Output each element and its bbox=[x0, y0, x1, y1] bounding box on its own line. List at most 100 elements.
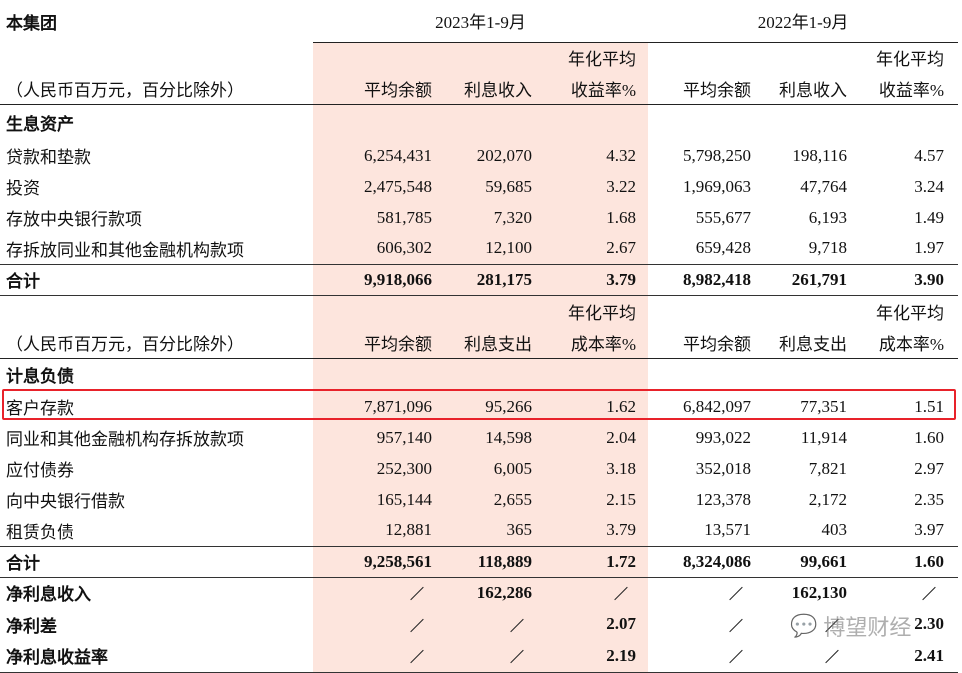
cell bbox=[313, 608, 440, 640]
cell: 1.72 bbox=[540, 546, 649, 578]
cell: 平均余额 bbox=[313, 327, 440, 359]
cell: 1.49 bbox=[914, 207, 945, 227]
cell: 9,718 bbox=[755, 233, 856, 265]
cell: 平均余额 bbox=[648, 73, 756, 105]
row-label: 应付债券 bbox=[6, 461, 74, 480]
cell: 1.60 bbox=[914, 427, 945, 447]
row-label: 投资 bbox=[6, 179, 40, 198]
cell: 1,969,063 bbox=[683, 176, 752, 196]
row-label: 合计 bbox=[0, 546, 313, 578]
cell bbox=[440, 640, 540, 673]
table-row: 应付债券 252,300 6,005 3.18 352,018 7,821 2.97 bbox=[0, 453, 958, 484]
table-row: 贷款和垫款 6,254,431 202,070 4.32 5,798,250 198,11… bbox=[0, 140, 958, 171]
cell: 1.97 bbox=[855, 233, 959, 265]
cell: 2.41 bbox=[855, 640, 959, 673]
cell: 659,428 bbox=[648, 233, 756, 265]
cell: 99,661 bbox=[755, 546, 856, 578]
cell bbox=[313, 640, 440, 673]
row-label: 客户存款 bbox=[6, 399, 74, 418]
cell: 2,475,548 bbox=[313, 171, 440, 202]
cell bbox=[755, 42, 855, 73]
not-applicable-slash bbox=[410, 587, 424, 601]
cell: 4.32 bbox=[540, 140, 649, 171]
cell: 2,172 bbox=[808, 489, 848, 509]
row-label: 存放中央银行款项 bbox=[6, 210, 142, 229]
not-applicable-slash bbox=[510, 618, 524, 632]
row-label: 净利息收益率 bbox=[0, 640, 313, 673]
cell: 1.68 bbox=[540, 202, 649, 233]
cell: 3.79 bbox=[540, 264, 649, 296]
cell bbox=[648, 295, 755, 327]
cell: 2,655 bbox=[440, 484, 540, 515]
cell bbox=[648, 608, 755, 640]
row-label: 合计 bbox=[0, 264, 313, 296]
cell: 165,144 bbox=[313, 484, 440, 515]
cell bbox=[755, 358, 855, 391]
cell: 606,302 bbox=[313, 233, 440, 265]
period-2022: 2022年1-9月 bbox=[648, 0, 959, 43]
not-applicable-slash bbox=[922, 587, 936, 601]
cell: 5,798,250 bbox=[683, 145, 752, 165]
cell: 202,070 bbox=[440, 140, 540, 171]
cell: 年化平均 bbox=[876, 303, 945, 323]
cell: 365 bbox=[440, 515, 540, 547]
cell bbox=[540, 577, 649, 608]
row-label bbox=[0, 42, 313, 73]
cell: 252,300 bbox=[313, 453, 440, 484]
watermark: 💬 博望财经 bbox=[790, 613, 912, 642]
cell bbox=[755, 104, 855, 140]
table-row: 客户存款 7,871,096 95,266 1.62 6,842,097 77,351 1.… bbox=[0, 391, 958, 422]
total-row: 合计 9,258,561 118,889 1.72 8,324,086 99,661 1.6… bbox=[0, 546, 959, 578]
cell: 3.79 bbox=[540, 515, 649, 547]
cell: 1.62 bbox=[540, 391, 649, 422]
row-label: 计息负债 bbox=[6, 367, 74, 387]
cell: 3.22 bbox=[540, 171, 649, 202]
cell: 利息支出 bbox=[755, 327, 856, 359]
cell bbox=[755, 640, 856, 673]
cell: 成本率% bbox=[540, 327, 649, 359]
total-row: 合计 9,918,066 281,175 3.79 8,982,418 261,791 3.… bbox=[0, 264, 959, 296]
header-top-row: 年化平均 年化平均 bbox=[0, 42, 958, 73]
header-row: （人民币百万元，百分比除外） 平均余额 利息支出 成本率% 平均余额 利息支出 成本率% bbox=[0, 327, 959, 359]
cell: 成本率% bbox=[855, 327, 959, 359]
group-row: 生息资产 bbox=[0, 104, 958, 140]
cell bbox=[755, 295, 855, 327]
table-row: 租赁负债 12,881 365 3.79 13,571 403 3.97 bbox=[0, 515, 959, 547]
cell bbox=[440, 104, 540, 140]
not-applicable-slash bbox=[729, 618, 743, 632]
cell: 12,100 bbox=[440, 233, 540, 265]
table-row: 同业和其他金融机构存拆放款项 957,140 14,598 2.04 993,022 11… bbox=[0, 422, 958, 453]
cell: 352,018 bbox=[695, 458, 752, 478]
cell: 403 bbox=[755, 515, 856, 547]
cell: 2.97 bbox=[914, 458, 945, 478]
summary-row: 净利差 2.07 2.30 bbox=[0, 608, 958, 640]
group-row: 计息负债 bbox=[0, 358, 958, 391]
cell: 6,254,431 bbox=[313, 140, 440, 171]
period-2023: 2023年1-9月 bbox=[313, 0, 649, 43]
header-row: （人民币百万元，百分比除外） 平均余额 利息收入 收益率% 平均余额 利息收入 收益率% bbox=[0, 73, 959, 105]
cell: 8,324,086 bbox=[648, 546, 756, 578]
cell: 77,351 bbox=[800, 396, 848, 416]
row-label: （人民币百万元，百分比除外） bbox=[0, 73, 313, 105]
cell: 1.51 bbox=[914, 396, 945, 416]
cell bbox=[440, 42, 540, 73]
cell: 95,266 bbox=[440, 391, 540, 422]
row-label: 租赁负债 bbox=[0, 515, 313, 547]
cell: 7,871,096 bbox=[313, 391, 440, 422]
cell: 2.30 bbox=[914, 614, 945, 633]
cell: 3.97 bbox=[855, 515, 959, 547]
cell: 2.15 bbox=[540, 484, 649, 515]
cell: 3.90 bbox=[855, 264, 959, 296]
cell bbox=[313, 358, 440, 391]
cell: 555,677 bbox=[695, 207, 752, 227]
wechat-icon: 💬 bbox=[790, 613, 818, 639]
cell: 6,193 bbox=[808, 207, 848, 227]
cell: 3.24 bbox=[914, 176, 945, 196]
cell: 6,842,097 bbox=[683, 396, 752, 416]
cell: 123,378 bbox=[695, 489, 752, 509]
cell: 118,889 bbox=[440, 546, 540, 578]
table-row: 向中央银行借款 165,144 2,655 2.15 123,378 2,172 2.35 bbox=[0, 484, 958, 515]
cell: 1.60 bbox=[855, 546, 959, 578]
cell: 47,764 bbox=[800, 176, 848, 196]
table-row: 投资 2,475,548 59,685 3.22 1,969,063 47,764 3.24 bbox=[0, 171, 958, 202]
